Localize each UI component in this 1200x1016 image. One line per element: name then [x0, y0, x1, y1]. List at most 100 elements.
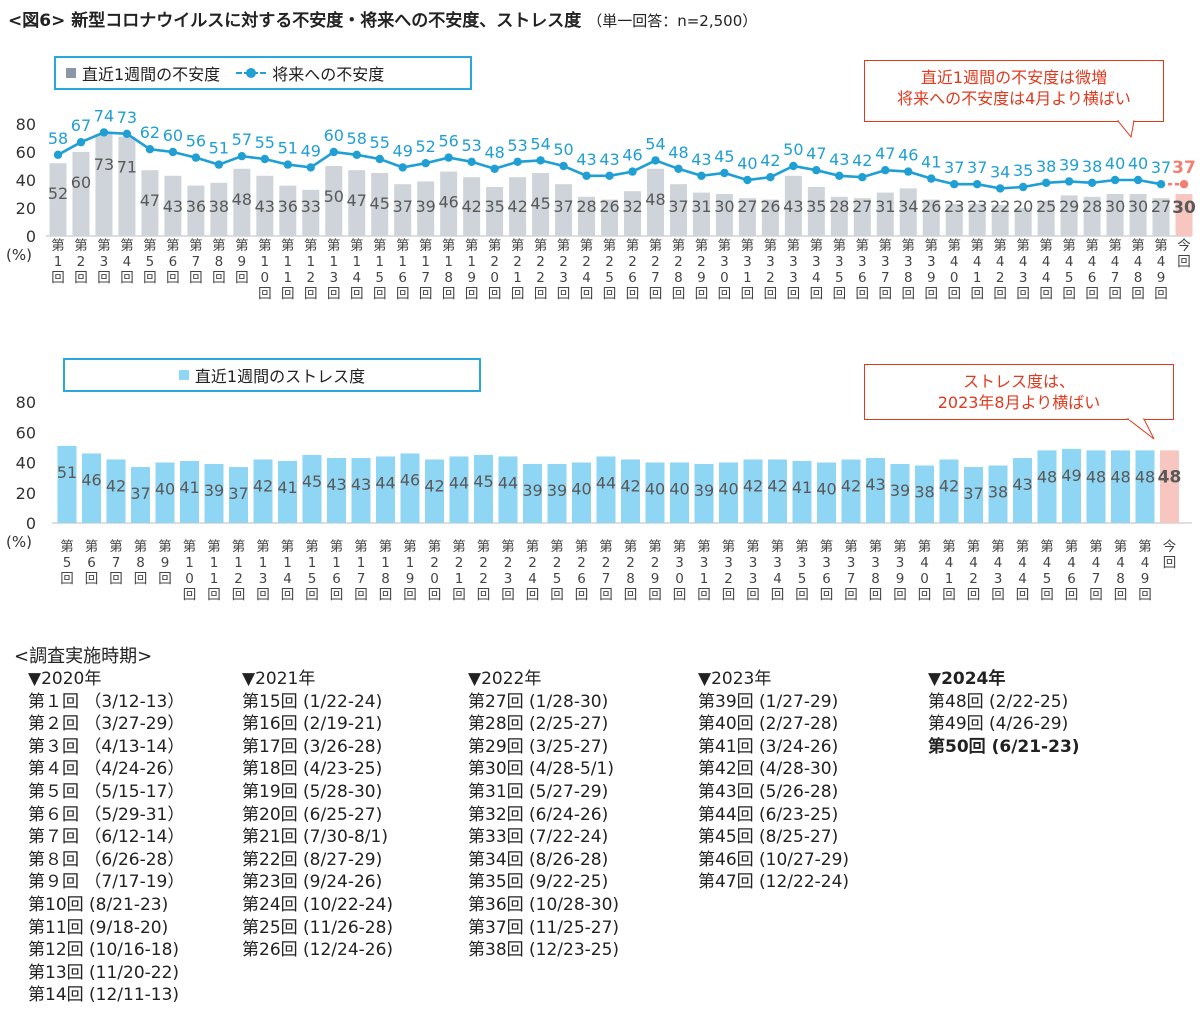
anxiety-bar [1037, 201, 1055, 236]
anxiety-bar-label: 34 [898, 197, 918, 216]
future-anxiety-label: 41 [921, 153, 941, 172]
callout2-tail [1126, 418, 1155, 440]
stress-bar [988, 465, 1008, 523]
future-anxiety-label: 46 [898, 146, 918, 165]
anxiety-bar-label: 26 [599, 197, 619, 216]
anxiety-bar [279, 185, 297, 236]
anxiety-bar-label: 32 [622, 197, 642, 216]
future-anxiety-label: 60 [324, 126, 344, 145]
anxiety-bar [187, 185, 205, 236]
future-anxiety-point [995, 184, 1005, 193]
schedule-year-column: ▼2024年 第48回 (2/22-25) 第49回 (4/26-29) 第50回 (… [928, 668, 1080, 758]
anxiety-bar [233, 168, 251, 236]
future-anxiety-label: 34 [990, 162, 1010, 181]
stress-bar-label: 39 [547, 481, 567, 500]
future-anxiety-label: 38 [1082, 157, 1102, 176]
anxiety-bar-label: 35 [806, 197, 826, 216]
stress-bar [180, 460, 199, 523]
stress-bar-label: 49 [1061, 466, 1081, 485]
future-anxiety-label: 39 [1059, 155, 1079, 174]
future-anxiety-label: 50 [553, 140, 573, 159]
future-anxiety-label: 54 [645, 134, 665, 153]
anxiety-bar-label: 28 [576, 197, 596, 216]
stress-bar [890, 464, 910, 523]
schedule-dates: (4/28-30) [753, 759, 839, 780]
stress-bar [939, 459, 959, 523]
future-anxiety-point [145, 145, 155, 154]
chart2-ytick-label: 40 [16, 454, 36, 473]
stress-bar-label: 40 [669, 480, 689, 499]
stress-bar-label: 48 [1158, 467, 1182, 487]
stress-bar [964, 467, 983, 523]
anxiety-bar-label: 60 [71, 173, 91, 192]
title-text: <図6> 新型コロナウイルスに対する不安度・将来への不安度、ストレス度 [8, 11, 582, 31]
schedule-round: 第36回 [468, 894, 524, 915]
future-anxiety-label: 35 [1013, 161, 1033, 180]
future-anxiety-point [651, 156, 660, 165]
schedule-round: 第38回 [468, 940, 524, 961]
stress-bar-label: 43 [351, 475, 371, 494]
future-anxiety-point [559, 161, 568, 171]
future-anxiety-point [1041, 178, 1051, 187]
future-anxiety-point [260, 154, 270, 164]
future-anxiety-label: 51 [278, 139, 298, 158]
stress-bar-label: 43 [1012, 475, 1032, 494]
schedule-row: 第２回 （3/27-29） [28, 713, 184, 736]
schedule-round: 第11回 [28, 917, 84, 938]
schedule-dates: （4/13-14） [79, 736, 185, 757]
schedule-row: 第７回 （6/12-14） [28, 826, 184, 849]
schedule-row: 第44回 (6/23-25) [698, 804, 849, 827]
anxiety-bar [646, 168, 664, 236]
schedule-dates: （6/26-28） [79, 849, 185, 870]
schedule-round: 第33回 [468, 827, 524, 848]
schedule-dates: (6/21-23) [985, 736, 1080, 757]
schedule-dates: (8/25-27) [753, 827, 839, 848]
stress-bar [572, 462, 591, 523]
stress-bar-label: 41 [277, 478, 297, 497]
stress-bar [670, 462, 689, 523]
stress-bar-label: 37 [228, 484, 248, 503]
schedule-round: 第42回 [698, 759, 754, 780]
future-anxiety-label: 46 [622, 146, 642, 165]
stress-bar [302, 454, 322, 523]
schedule-round: 第３回 [28, 736, 79, 757]
anxiety-bar-label: 71 [117, 158, 137, 177]
schedule-round: 第46回 [698, 849, 754, 870]
schedule-dates: （4/24-26） [79, 759, 185, 780]
future-anxiety-point [1133, 175, 1143, 185]
stress-bar [449, 456, 469, 523]
stress-bar-label: 41 [179, 478, 199, 497]
schedule-row: 第22回 (8/27-29) [242, 849, 393, 872]
future-anxiety-point [237, 152, 247, 161]
future-anxiety-point [812, 166, 821, 175]
schedule-dates: (11/26-28) [297, 917, 394, 938]
anxiety-bar [486, 187, 504, 236]
anxiety-bar-label: 45 [530, 194, 550, 213]
stress-bar [817, 462, 836, 523]
anxiety-bar [578, 196, 596, 236]
stress-bar-label: 43 [865, 475, 885, 494]
schedule-row: 第30回 (4/28-5/1) [468, 758, 619, 781]
stress-bar [155, 462, 175, 523]
chart1-legend: 直近1週間の不安度 将来への不安度 [54, 56, 472, 90]
future-anxiety-point [122, 129, 132, 138]
stress-bar [719, 462, 738, 523]
anxiety-bar-label: 27 [852, 197, 872, 216]
